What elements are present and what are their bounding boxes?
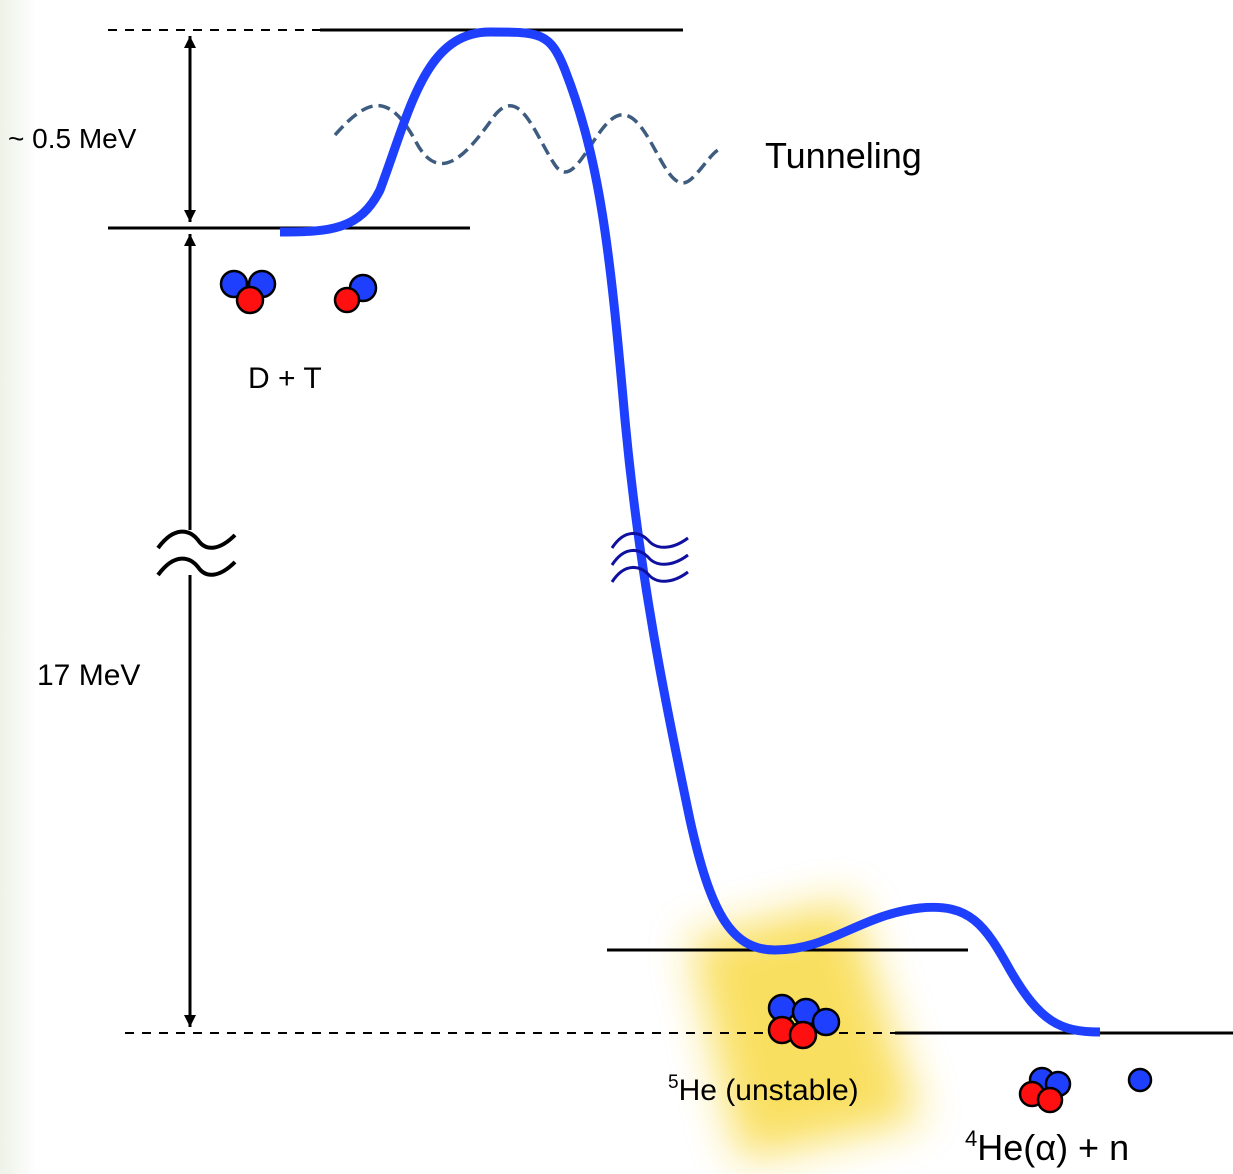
superscript: 5 — [668, 1072, 679, 1093]
nuclei — [219, 269, 1153, 1114]
tunneling-label: Tunneling — [765, 135, 922, 176]
tunneling-wave — [333, 103, 720, 185]
label-text: He (unstable) — [679, 1074, 859, 1107]
intermediate-label: 5He (unstable) — [668, 1072, 859, 1107]
potential-curve — [279, 27, 1101, 1037]
superscript: 4 — [965, 1126, 977, 1151]
axis-break — [156, 529, 237, 577]
reactants-label: D + T — [248, 362, 322, 395]
energy-label: 17 MeV — [37, 659, 140, 692]
curve-break — [610, 532, 689, 583]
barrier-label: ~ 0.5 MeV — [8, 123, 137, 154]
products-label: 4He(α) + n — [965, 1126, 1129, 1168]
label-text: He(α) + n — [977, 1127, 1129, 1168]
